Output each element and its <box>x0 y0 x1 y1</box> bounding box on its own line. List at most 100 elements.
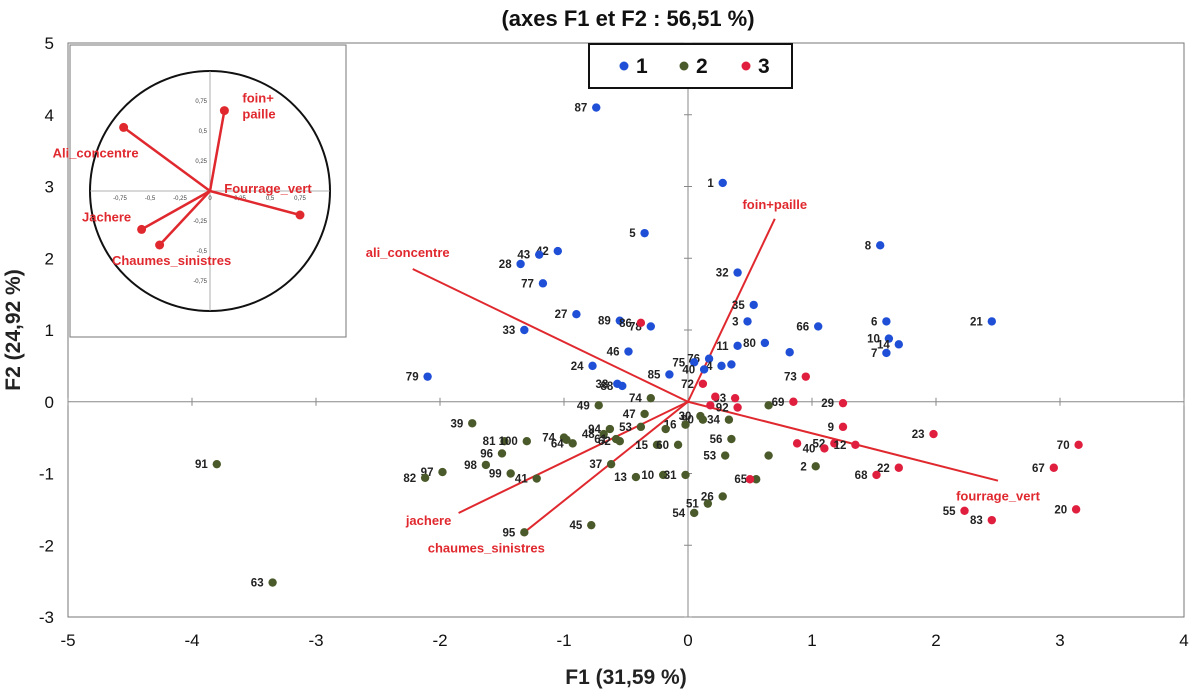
point-label: 38 <box>596 379 609 391</box>
point-label: 74 <box>629 393 642 405</box>
point-label: 62 <box>598 436 611 448</box>
point-label: 66 <box>796 321 809 333</box>
point-group-2 <box>673 440 683 449</box>
point-group-1 <box>704 354 714 363</box>
legend-marker-3 <box>741 61 751 71</box>
point-group-2 <box>721 451 730 460</box>
point-group-3 <box>789 397 798 406</box>
y-tick-label: -3 <box>39 608 54 627</box>
inset-vector-tip <box>137 224 147 234</box>
point-group-3 <box>987 515 996 525</box>
point-group-2 <box>438 467 447 477</box>
point-group-3 <box>851 440 860 449</box>
point-label: 79 <box>406 372 419 384</box>
point-label: 10 <box>867 334 880 346</box>
point-label: 22 <box>877 463 890 475</box>
legend-marker-2 <box>679 61 689 71</box>
point-label: 87 <box>574 103 587 115</box>
variable-label: jachere <box>405 513 452 528</box>
point-group-2 <box>646 393 655 403</box>
inset-y-tick: 0,25 <box>195 159 207 165</box>
point-label: 63 <box>251 578 264 590</box>
inset-variable-label: Chaumes_sinistres <box>112 253 231 268</box>
inset-variable-label: Fourrage_vert <box>224 181 312 196</box>
point-label: 95 <box>503 527 516 539</box>
point-group-1 <box>749 300 758 310</box>
point-label: 39 <box>450 418 463 430</box>
point-label: 64 <box>551 438 564 450</box>
point-label: 88 <box>600 381 613 393</box>
point-group-1 <box>553 246 562 256</box>
inset-vector <box>208 110 226 192</box>
point-label: 56 <box>710 434 723 446</box>
point-label: 43 <box>517 250 530 262</box>
point-label: 40 <box>682 364 695 376</box>
point-label: 46 <box>607 347 620 359</box>
point-group-1 <box>743 317 752 326</box>
correlation-circle-inset: -0,75-0,5-0,2500,250,50,750,750,50,25-0,… <box>53 44 347 338</box>
point-group-2 <box>599 429 608 439</box>
point-group-2 <box>636 422 646 432</box>
point-group-1 <box>987 317 996 326</box>
point-label: 53 <box>619 422 632 434</box>
y-tick-label: 0 <box>45 393 54 412</box>
point-group-3 <box>1074 440 1083 449</box>
point-label: 34 <box>707 415 720 427</box>
point-group-2 <box>718 492 727 501</box>
point-group-2 <box>568 439 577 448</box>
inset-vector-tip <box>155 240 165 250</box>
point-label: 73 <box>784 372 797 384</box>
variable-label: fourrage_vert <box>956 489 1040 504</box>
point-label: 83 <box>970 515 983 527</box>
inset-y-tick: -0,75 <box>193 279 207 285</box>
point-group-1 <box>572 310 581 319</box>
x-axis-title: F1 (31,59 %) <box>565 666 686 689</box>
point-label: 86 <box>619 318 632 330</box>
inset-y-tick: 0,75 <box>195 99 207 105</box>
point-group-3 <box>711 392 720 401</box>
point-label: 27 <box>555 309 568 321</box>
point-group-3 <box>636 318 646 328</box>
inset-vector-tip <box>219 106 229 116</box>
point-label: 3 <box>732 316 738 328</box>
point-label: 74 <box>542 433 555 445</box>
point-label: 48 <box>582 429 595 441</box>
point-group-1 <box>884 334 894 343</box>
point-group-1 <box>814 322 823 331</box>
variable-vector <box>412 268 689 403</box>
point-label: 61 <box>594 434 607 446</box>
point-label: 99 <box>489 469 502 481</box>
point-group-3 <box>745 475 755 484</box>
point-label: 4 <box>706 361 713 373</box>
point-group-1 <box>882 348 891 358</box>
point-group-2 <box>681 470 690 480</box>
inset-y-tick: 0,5 <box>199 129 208 135</box>
point-group-1 <box>760 338 770 348</box>
inset-x-tick: -0,75 <box>113 196 127 202</box>
x-tick-label: 4 <box>1179 631 1188 650</box>
x-tick-label: 0 <box>683 631 692 650</box>
point-group-1 <box>538 279 548 288</box>
point-label: 33 <box>503 325 516 337</box>
point-label: 92 <box>716 402 729 414</box>
inset-vector <box>158 190 211 246</box>
point-label: 65 <box>734 474 747 486</box>
inset-vector <box>140 189 211 231</box>
point-label: 31 <box>664 470 677 482</box>
variable-label: chaumes_sinistres <box>428 540 545 555</box>
point-label: 40 <box>803 443 816 455</box>
y-tick-label: 1 <box>45 321 54 340</box>
point-group-2 <box>481 460 491 470</box>
y-axis-title: F2 (24,92 %) <box>2 269 25 390</box>
point-group-2 <box>640 409 649 419</box>
inset-variable-label: foin+ paille <box>242 91 275 122</box>
point-label: 96 <box>480 448 493 460</box>
inset-variable-label: Ali_concentre <box>53 145 139 160</box>
variable-vectors: foin+paille ali_concentre fourrage_vertjac… <box>366 197 1041 556</box>
inset-x-tick: 0,75 <box>294 196 306 202</box>
point-group-3 <box>1071 505 1081 514</box>
point-group-2 <box>500 437 509 446</box>
legend-box <box>588 43 793 89</box>
